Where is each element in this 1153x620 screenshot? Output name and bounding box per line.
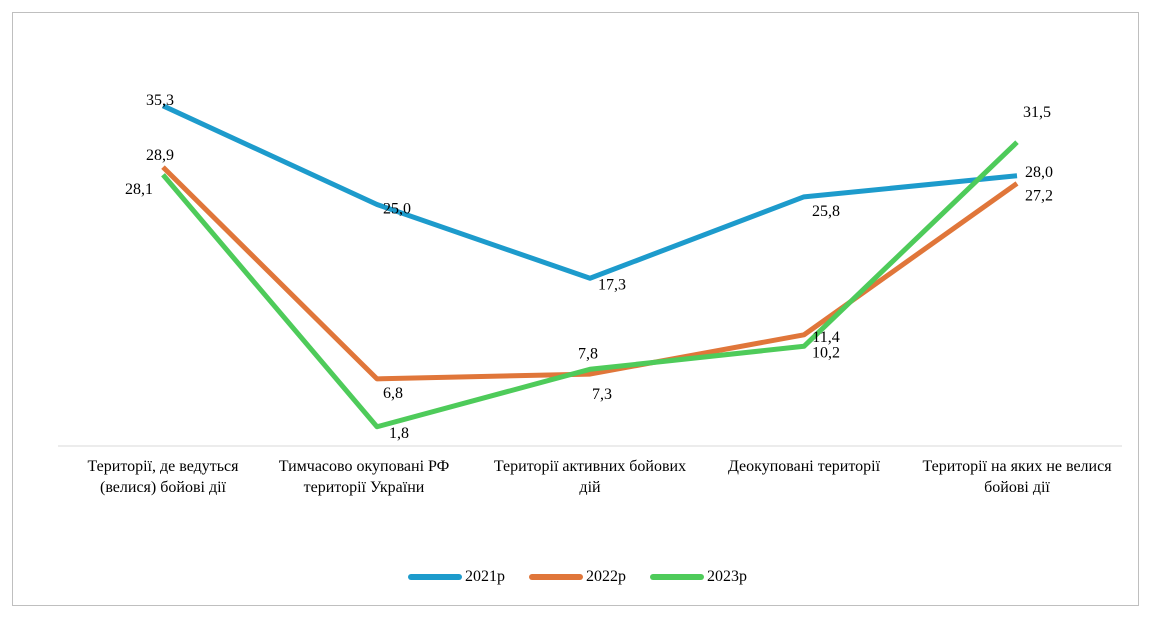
data-label: 10,2 <box>812 344 840 361</box>
data-label: 28,0 <box>1025 164 1053 181</box>
series-line-2021р <box>161 103 1018 281</box>
x-tick-label: Деокуповані території <box>727 458 881 475</box>
legend-item: 2023р <box>650 568 747 586</box>
legend-swatch <box>408 574 462 580</box>
x-tick-label: Території активних бойових дій <box>493 458 687 496</box>
data-label: 6,8 <box>383 385 403 402</box>
series-line-2022р <box>161 165 1019 382</box>
data-label: 25,8 <box>812 203 840 220</box>
legend-item: 2022р <box>529 568 626 586</box>
legend: 2021р 2022р 2023р <box>408 568 771 586</box>
data-label: 25,0 <box>383 201 411 218</box>
data-label: 28,1 <box>125 181 153 198</box>
series-line-2023р <box>161 140 1019 430</box>
data-label: 7,8 <box>578 345 598 362</box>
legend-label: 2023р <box>707 568 747 585</box>
legend-swatch <box>529 574 583 580</box>
x-tick-label: Території на яких не велися бойові дії <box>922 458 1112 496</box>
data-label: 17,3 <box>598 276 626 293</box>
x-tick-label: Тимчасово окуповані РФ території України <box>278 458 450 496</box>
chart-frame <box>12 12 1139 606</box>
data-label: 7,3 <box>592 386 612 403</box>
legend-label: 2021р <box>465 568 505 585</box>
legend-label: 2022р <box>586 568 626 585</box>
data-label: 1,8 <box>389 425 409 442</box>
data-label: 27,2 <box>1025 187 1053 204</box>
data-label: 11,4 <box>812 329 839 346</box>
x-tick-label: Території, де ведуться (велися) бойові ді… <box>87 458 239 496</box>
legend-item: 2021р <box>408 568 505 586</box>
data-label: 31,5 <box>1023 104 1051 121</box>
legend-swatch <box>650 574 704 580</box>
data-label: 28,9 <box>146 147 174 164</box>
data-label: 35,3 <box>146 92 174 109</box>
